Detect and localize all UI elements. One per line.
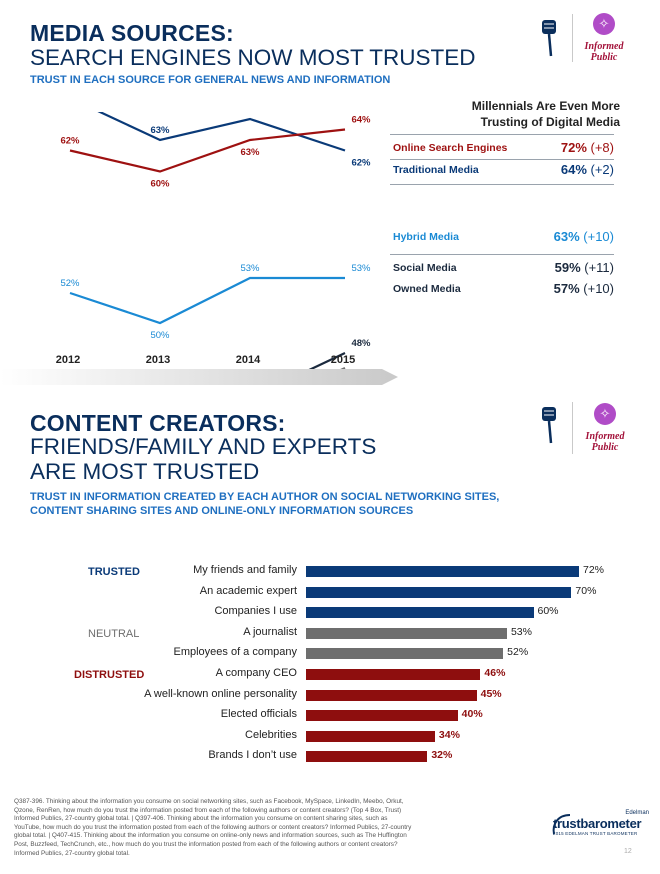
panel-row-value: 59% (+11) <box>554 260 614 275</box>
bar <box>306 607 534 619</box>
bar-category-label: A well-known online personality <box>144 687 297 700</box>
panel-row-label: Hybrid Media <box>393 231 459 243</box>
bar-category-label: Celebrities <box>245 728 297 741</box>
series-line-online-search-engines <box>69 128 346 173</box>
bar <box>306 689 477 701</box>
bar <box>306 751 428 763</box>
panel-row-label: Traditional Media <box>393 164 479 176</box>
data-label: 53% <box>351 263 371 274</box>
data-label: 63% <box>240 147 260 158</box>
page-number: 12 <box>624 848 632 855</box>
panel-row-value: 72% (+8) <box>560 140 614 155</box>
data-label: 60% <box>150 179 170 190</box>
section1-title: MEDIA SOURCES: <box>30 20 234 46</box>
series-line-hybrid-media <box>69 276 345 325</box>
brand-tagline: 2015 EDELMAN TRUST BAROMETER <box>553 831 638 836</box>
section1-caption: TRUST IN EACH SOURCE FOR GENERAL NEWS AN… <box>30 74 391 86</box>
bar <box>306 566 579 577</box>
data-label: 53% <box>240 263 260 274</box>
logo-divider <box>572 14 573 62</box>
x-tick-label: 2014 <box>236 354 261 366</box>
panel-row-divider <box>390 159 614 160</box>
timeline-arrow <box>0 369 398 385</box>
panel-divider <box>390 134 614 135</box>
data-label: 62% <box>351 158 371 169</box>
footnote: Q387-396. Thinking about the information… <box>14 798 412 857</box>
bar-category-label: A company CEO <box>215 667 297 679</box>
x-tick-label: 2012 <box>56 354 80 366</box>
brand-swoosh <box>552 814 571 835</box>
bar-value-label: 70% <box>575 584 597 597</box>
panel-row-label: Owned Media <box>393 283 461 295</box>
section2-heading-line2: ARE MOST TRUSTED <box>30 459 260 484</box>
bar-value-label: 34% <box>438 728 460 741</box>
bar-chart: My friends and family 72% An academic expe… <box>0 560 660 770</box>
bar <box>306 669 481 680</box>
data-label: 48% <box>351 338 371 349</box>
panel-title: Millennials Are Even More Trusting of Dig… <box>471 99 620 129</box>
bar-category-label: My friends and family <box>193 564 297 576</box>
section2-title: CONTENT CREATORS: <box>30 410 286 436</box>
bar <box>306 730 435 742</box>
data-label: 52% <box>60 278 80 289</box>
logo-text: Informed Public <box>585 431 625 453</box>
microphone-icon <box>540 405 562 451</box>
bar-value-label: 45% <box>480 687 502 700</box>
brand-main: trustbarometer <box>553 816 642 831</box>
group-label-distrusted: DISTRUSTED <box>74 669 145 681</box>
microphone-icon <box>540 18 562 64</box>
line-chart: 67%63%65%62%62%60%63%64%52%50%53%53%45%4… <box>56 112 371 382</box>
bar-value-label: 46% <box>484 667 506 679</box>
bar-value-label: 60% <box>537 605 559 618</box>
group-label-neutral: NEUTRAL <box>88 628 140 640</box>
data-label: 63% <box>150 125 170 136</box>
section1-subtitle-large: SEARCH ENGINES NOW MOST TRUSTED <box>30 45 476 70</box>
bar-category-label: Companies I use <box>214 605 297 618</box>
bar-category-label: A journalist <box>243 625 297 638</box>
brand-logo: Edelman trustbarometer 2015 EDELMAN TRUS… <box>553 810 653 836</box>
brand-small: Edelman <box>625 810 649 816</box>
panel-row-divider <box>390 254 614 255</box>
bar-category-label: An academic expert <box>199 584 297 597</box>
bar <box>306 710 458 722</box>
bar-value-label: 40% <box>461 708 483 721</box>
bar <box>306 586 572 598</box>
section2-heading-line1: FRIENDS/FAMILY AND EXPERTS <box>30 434 377 459</box>
logo-text: Informed Public <box>584 41 624 63</box>
group-label-trusted: TRUSTED <box>88 566 140 578</box>
bar-value-label: 53% <box>510 625 532 638</box>
bar <box>306 648 504 660</box>
lightbulb-icon: ✧ <box>594 403 616 425</box>
bar-category-label: Employees of a company <box>173 646 297 659</box>
panel-row-value: 64% (+2) <box>560 162 614 177</box>
data-label: 62% <box>60 136 80 147</box>
lightbulb-icon: ✧ <box>593 13 615 35</box>
bar-category-label: Elected officials <box>220 708 297 721</box>
data-label: 65% <box>240 112 260 115</box>
panel-row-label: Social Media <box>393 262 457 274</box>
panel-row-label: Online Search Engines <box>393 142 508 154</box>
panel-row-divider <box>390 184 614 185</box>
panel-row-value: 63% (+10) <box>553 229 614 244</box>
logo-divider <box>572 402 573 454</box>
x-tick-label: 2013 <box>146 354 170 366</box>
data-label: 64% <box>351 115 371 126</box>
bar <box>306 627 507 639</box>
bar-value-label: 52% <box>507 646 529 659</box>
panel-row-value: 57% (+10) <box>553 281 614 296</box>
bar-category-label: Brands I don’t use <box>208 749 297 762</box>
x-tick-label: 2015 <box>331 354 355 366</box>
data-label: 50% <box>150 330 170 341</box>
section2-caption-line1: TRUST IN INFORMATION CREATED BY EACH AUT… <box>30 491 500 503</box>
bar-value-label: 72% <box>583 564 605 576</box>
series-line-traditional-media <box>97 112 346 152</box>
section2-caption-line2: CONTENT SHARING SITES AND ONLINE-ONLY IN… <box>30 505 414 517</box>
bar-value-label: 32% <box>431 749 453 762</box>
